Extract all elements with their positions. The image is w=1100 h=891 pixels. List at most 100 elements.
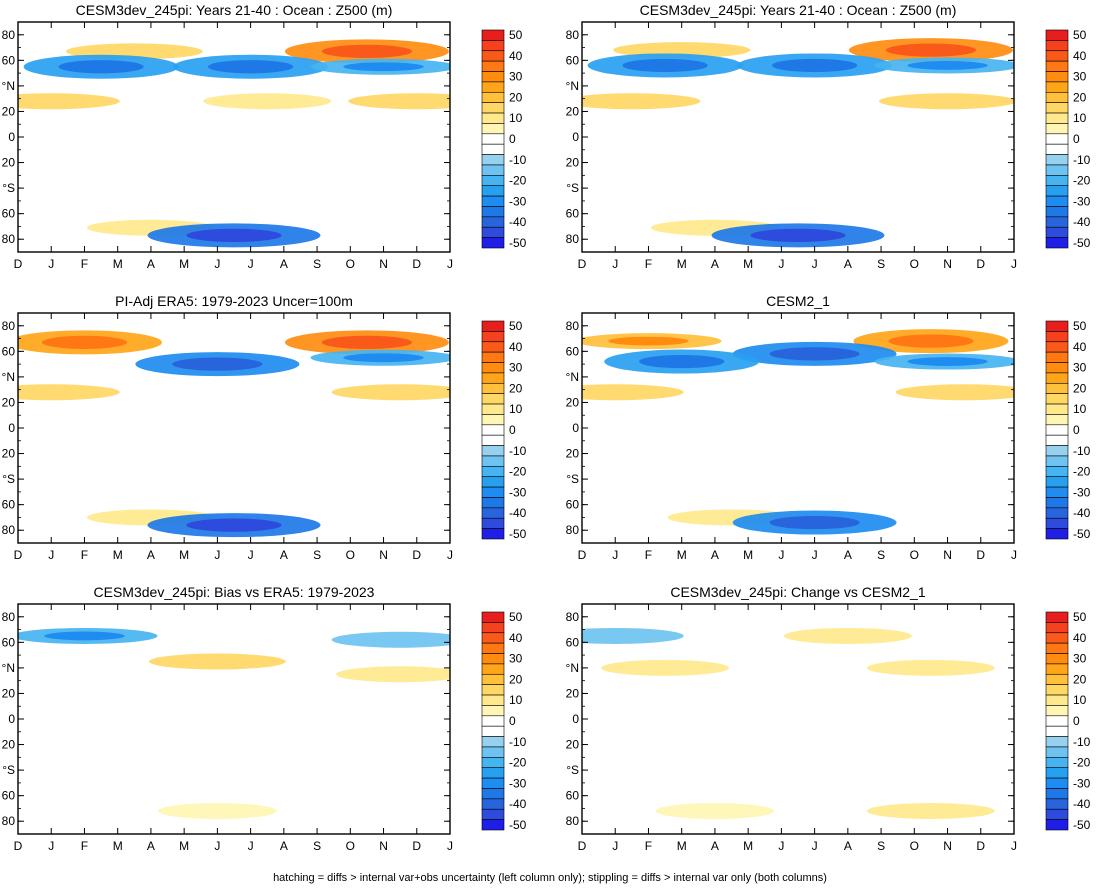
contour-feature — [879, 93, 1014, 110]
colorbar-label: -10 — [509, 153, 527, 167]
x-tick-label: J — [612, 839, 618, 853]
colorbar-swatch — [481, 476, 505, 488]
colorbar: 50 40 30 20 10 0 -10 -20 -30 -40 -50 — [481, 319, 527, 541]
y-tick-label: 20 — [566, 738, 580, 752]
x-tick-label: N — [943, 257, 952, 271]
x-tick-label: D — [412, 839, 421, 853]
colorbar-label: -30 — [509, 776, 527, 790]
x-tick-label: A — [844, 257, 852, 271]
colorbar-label: 0 — [1073, 714, 1080, 728]
colorbar-label: 40 — [1073, 340, 1087, 354]
y-tick-label: 80 — [2, 523, 16, 537]
colorbar-swatch — [481, 642, 505, 654]
x-tick-label: A — [711, 548, 719, 562]
colorbar-swatch — [1045, 175, 1069, 187]
colorbar-label: 10 — [509, 693, 523, 707]
contour-feature — [866, 659, 995, 676]
x-tick-label: S — [313, 839, 321, 853]
colorbar-label: -20 — [1073, 756, 1091, 770]
colorbar-swatch — [481, 320, 505, 332]
y-tick-label: 60 — [2, 498, 16, 512]
contour-feature — [203, 93, 332, 110]
x-tick-label: F — [81, 839, 88, 853]
x-tick-label: D — [976, 548, 985, 562]
x-tick-label: F — [645, 257, 652, 271]
x-tick-label: J — [778, 839, 784, 853]
colorbar-swatch — [481, 351, 505, 363]
contour-feature — [783, 627, 912, 644]
colorbar-swatch — [1045, 81, 1069, 93]
colorbar-label: 50 — [509, 28, 523, 42]
colorbar-label: 30 — [509, 361, 523, 375]
colorbar-swatch — [481, 91, 505, 103]
colorbar-label: 50 — [1073, 319, 1087, 333]
colorbar-label: 40 — [1073, 631, 1087, 645]
colorbar-swatch — [481, 424, 505, 436]
x-tick-label: J — [48, 257, 54, 271]
colorbar-label: -40 — [509, 215, 527, 229]
y-tick-label: °N — [2, 661, 15, 675]
x-tick-label: A — [280, 839, 288, 853]
colorbar-swatch — [1045, 611, 1069, 623]
colorbar: 50 40 30 20 10 0 -10 -20 -30 -40 -50 — [1045, 610, 1091, 832]
colorbar-swatch — [1045, 206, 1069, 218]
colorbar-swatch — [1045, 362, 1069, 374]
colorbar-swatch — [1045, 123, 1069, 135]
colorbar-swatch — [481, 466, 505, 478]
colorbar-swatch — [481, 746, 505, 758]
colorbar-label: 0 — [509, 423, 516, 437]
x-tick-label: J — [778, 548, 784, 562]
colorbar-swatch — [1045, 403, 1069, 415]
colorbar-swatch — [1045, 382, 1069, 394]
colorbar-swatch — [481, 29, 505, 41]
colorbar-swatch — [481, 819, 505, 831]
colorbar-swatch — [1045, 195, 1069, 207]
colorbar-swatch — [481, 767, 505, 779]
colorbar-swatch — [481, 81, 505, 93]
x-tick-label: J — [1011, 839, 1017, 853]
panel-6: CESM3dev_245pi: Change vs CESM2_1 80 60 °N 2… — [566, 584, 1091, 853]
x-tick-label: S — [877, 548, 885, 562]
y-tick-label: 60 — [2, 53, 16, 67]
x-tick-label: J — [447, 839, 453, 853]
y-tick-label: 20 — [2, 104, 16, 118]
panel-4: CESM2_1 80 60 °N 20 0 20 °S 60 80 D J F M A M J J A S O N D J 50… — [566, 293, 1091, 562]
colorbar-label: -20 — [1073, 174, 1091, 188]
y-tick-label: 0 — [572, 130, 579, 144]
x-tick-label: J — [447, 548, 453, 562]
x-tick-label: A — [844, 548, 852, 562]
colorbar-swatch — [1045, 71, 1069, 83]
colorbar-label: 10 — [1073, 402, 1087, 416]
colorbar-swatch — [1045, 715, 1069, 727]
colorbar-swatch — [1045, 393, 1069, 405]
colorbar-swatch — [1045, 424, 1069, 436]
contour-core — [207, 60, 294, 74]
colorbar-swatch — [1045, 372, 1069, 384]
y-tick-label: 80 — [2, 610, 16, 624]
colorbar-label: 50 — [509, 610, 523, 624]
x-tick-label: O — [346, 839, 355, 853]
panel-3: PI-Adj ERA5: 1979-2023 Uncer=100m 80 60 °N 2… — [2, 293, 527, 562]
colorbar-swatch — [1045, 331, 1069, 343]
x-tick-label: M — [743, 839, 753, 853]
x-tick-label: O — [910, 839, 919, 853]
y-tick-label: 20 — [2, 395, 16, 409]
colorbar-swatch — [1045, 351, 1069, 363]
colorbar-swatch — [1045, 164, 1069, 176]
y-tick-label: °S — [2, 472, 15, 486]
colorbar-swatch — [481, 798, 505, 810]
y-tick-label: 0 — [8, 421, 15, 435]
x-tick-label: M — [743, 257, 753, 271]
y-tick-label: 0 — [572, 421, 579, 435]
colorbar-swatch — [481, 663, 505, 675]
colorbar-swatch — [481, 164, 505, 176]
colorbar-label: 10 — [509, 111, 523, 125]
colorbar-label: 50 — [1073, 610, 1087, 624]
y-tick-label: 60 — [2, 789, 16, 803]
colorbar-label: -50 — [1073, 236, 1091, 250]
y-tick-label: °N — [2, 370, 15, 384]
colorbar-swatch — [1045, 642, 1069, 654]
colorbar-swatch — [1045, 705, 1069, 717]
contour-core — [343, 353, 424, 363]
